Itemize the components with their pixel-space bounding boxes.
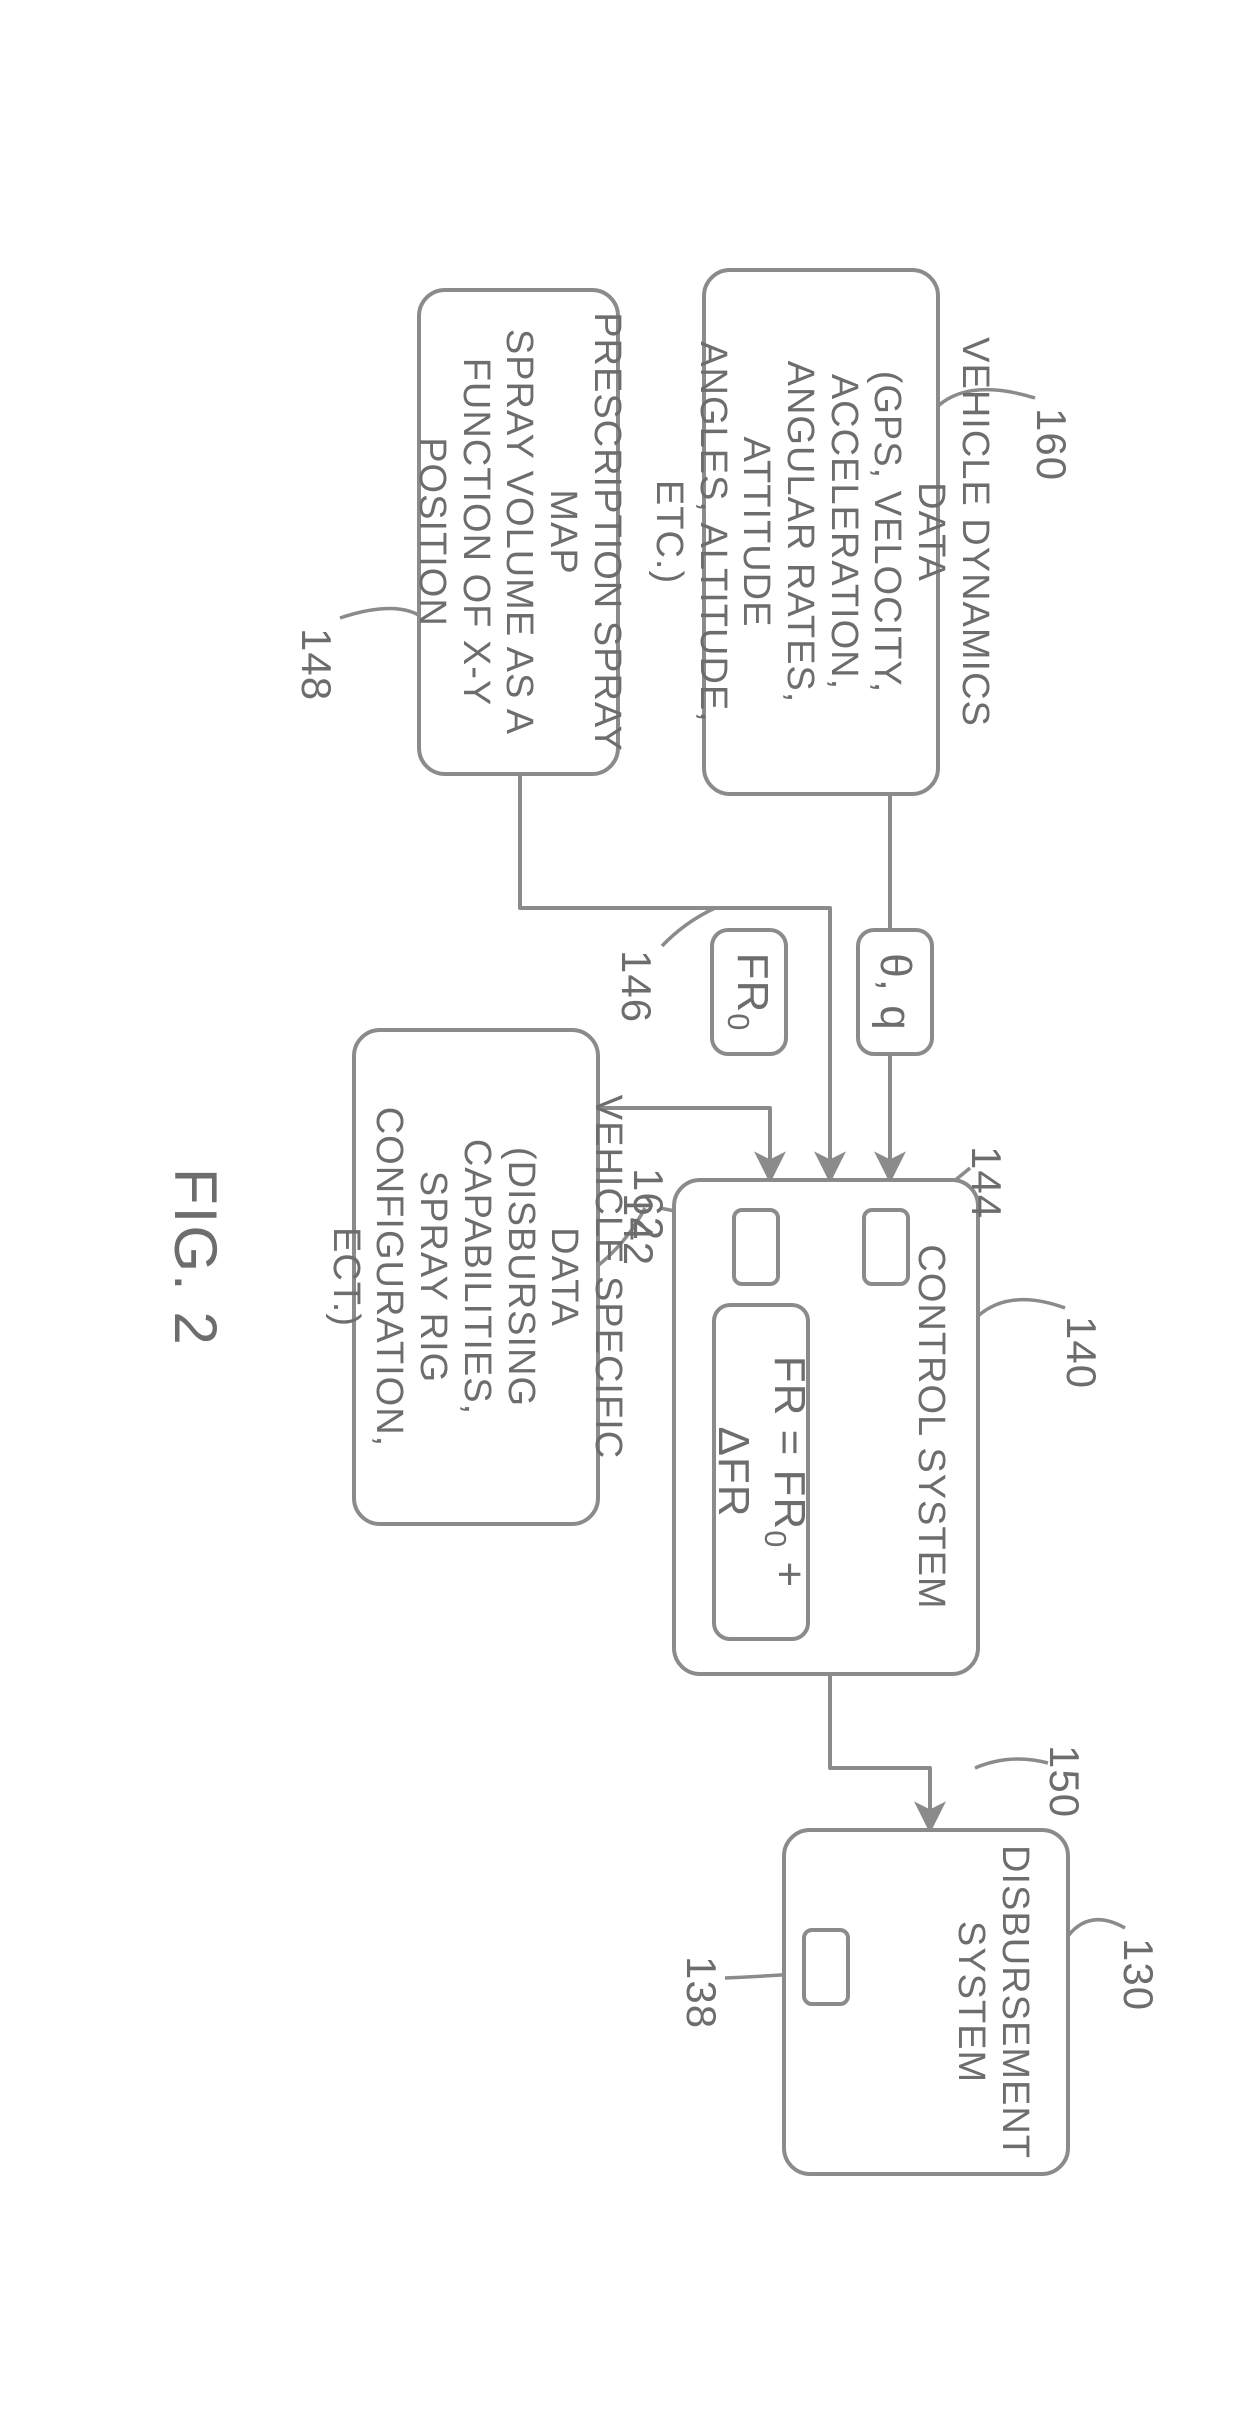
spray-map-block: PRESCRIPTION SPRAY MAP SPRAY VOLUME AS A…	[417, 288, 620, 776]
disbursement-text: DISBURSEMENT SYSTEM	[939, 1831, 1066, 2173]
ref-162: 162	[624, 1168, 672, 1241]
disbursement-port-138	[802, 1928, 850, 2006]
ref-148: 148	[292, 628, 340, 701]
ref-140: 140	[1057, 1316, 1105, 1389]
control-port-142	[732, 1208, 780, 1286]
fr0-annotation: FR0	[710, 928, 788, 1056]
vehicle-specific-text: VEHICLE SPECIFIC DATA (DISBURSING CAPABI…	[313, 1032, 639, 1522]
control-formula-text: FR = FR0 + ΔFR	[708, 1307, 815, 1637]
theta-q-annotation: θ, q	[856, 928, 934, 1056]
ref-146: 146	[612, 950, 660, 1023]
vehicle-dynamics-block: VEHICLE DYNAMICS DATA (GPS, VELOCITY, AC…	[702, 268, 940, 796]
vehicle-dynamics-text: VEHICLE DYNAMICS DATA (GPS, VELOCITY, AC…	[636, 272, 1006, 792]
theta-q-text: θ, q	[870, 953, 920, 1030]
ref-138: 138	[677, 1956, 725, 2029]
spray-map-text: PRESCRIPTION SPRAY MAP SPRAY VOLUME AS A…	[399, 292, 637, 772]
figure-caption: FIG. 2	[161, 1168, 230, 1347]
ref-150: 150	[1040, 1745, 1088, 1818]
ref-130: 130	[1114, 1938, 1162, 2011]
ref-160: 160	[1027, 408, 1075, 481]
control-formula-box: FR = FR0 + ΔFR	[712, 1303, 810, 1641]
ref-144: 144	[962, 1146, 1010, 1219]
vehicle-specific-block: VEHICLE SPECIFIC DATA (DISBURSING CAPABI…	[352, 1028, 600, 1526]
diagram-stage: VEHICLE DYNAMICS DATA (GPS, VELOCITY, AC…	[70, 208, 1170, 2208]
control-port-144	[862, 1208, 910, 1286]
fr0-text: FR0	[721, 953, 778, 1032]
